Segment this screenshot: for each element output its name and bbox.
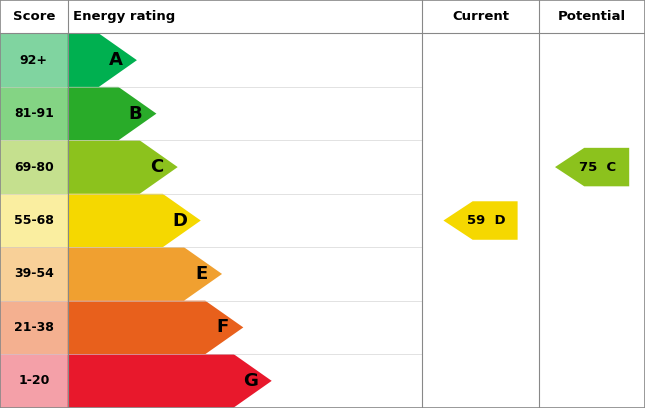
Text: 21-38: 21-38 bbox=[14, 321, 54, 334]
Bar bbox=[0, 247, 68, 301]
Text: Energy rating: Energy rating bbox=[73, 10, 175, 23]
Text: A: A bbox=[109, 51, 123, 69]
Text: C: C bbox=[150, 158, 163, 176]
Bar bbox=[0, 33, 68, 87]
Text: 59  D: 59 D bbox=[467, 214, 506, 227]
Polygon shape bbox=[68, 87, 156, 140]
Text: B: B bbox=[129, 104, 143, 123]
Polygon shape bbox=[68, 140, 178, 194]
Text: F: F bbox=[216, 318, 228, 337]
Bar bbox=[0, 354, 68, 408]
Polygon shape bbox=[68, 194, 201, 247]
Text: E: E bbox=[195, 265, 207, 283]
Text: 1-20: 1-20 bbox=[18, 375, 50, 387]
Text: 75  C: 75 C bbox=[579, 161, 617, 173]
Polygon shape bbox=[444, 201, 517, 240]
Bar bbox=[0, 87, 68, 140]
Text: 69-80: 69-80 bbox=[14, 161, 54, 173]
Text: Potential: Potential bbox=[558, 10, 626, 23]
Bar bbox=[0, 194, 68, 247]
Bar bbox=[0, 140, 68, 194]
Text: 55-68: 55-68 bbox=[14, 214, 54, 227]
Polygon shape bbox=[68, 33, 137, 87]
Polygon shape bbox=[68, 247, 222, 301]
Text: G: G bbox=[243, 372, 258, 390]
Polygon shape bbox=[68, 354, 272, 408]
Polygon shape bbox=[555, 148, 629, 186]
Text: 92+: 92+ bbox=[20, 54, 48, 67]
Text: Current: Current bbox=[452, 10, 509, 23]
Polygon shape bbox=[68, 301, 243, 354]
Text: 39-54: 39-54 bbox=[14, 268, 54, 280]
Text: D: D bbox=[172, 211, 187, 230]
Text: Score: Score bbox=[13, 10, 55, 23]
Text: 81-91: 81-91 bbox=[14, 107, 54, 120]
Bar bbox=[0, 301, 68, 354]
